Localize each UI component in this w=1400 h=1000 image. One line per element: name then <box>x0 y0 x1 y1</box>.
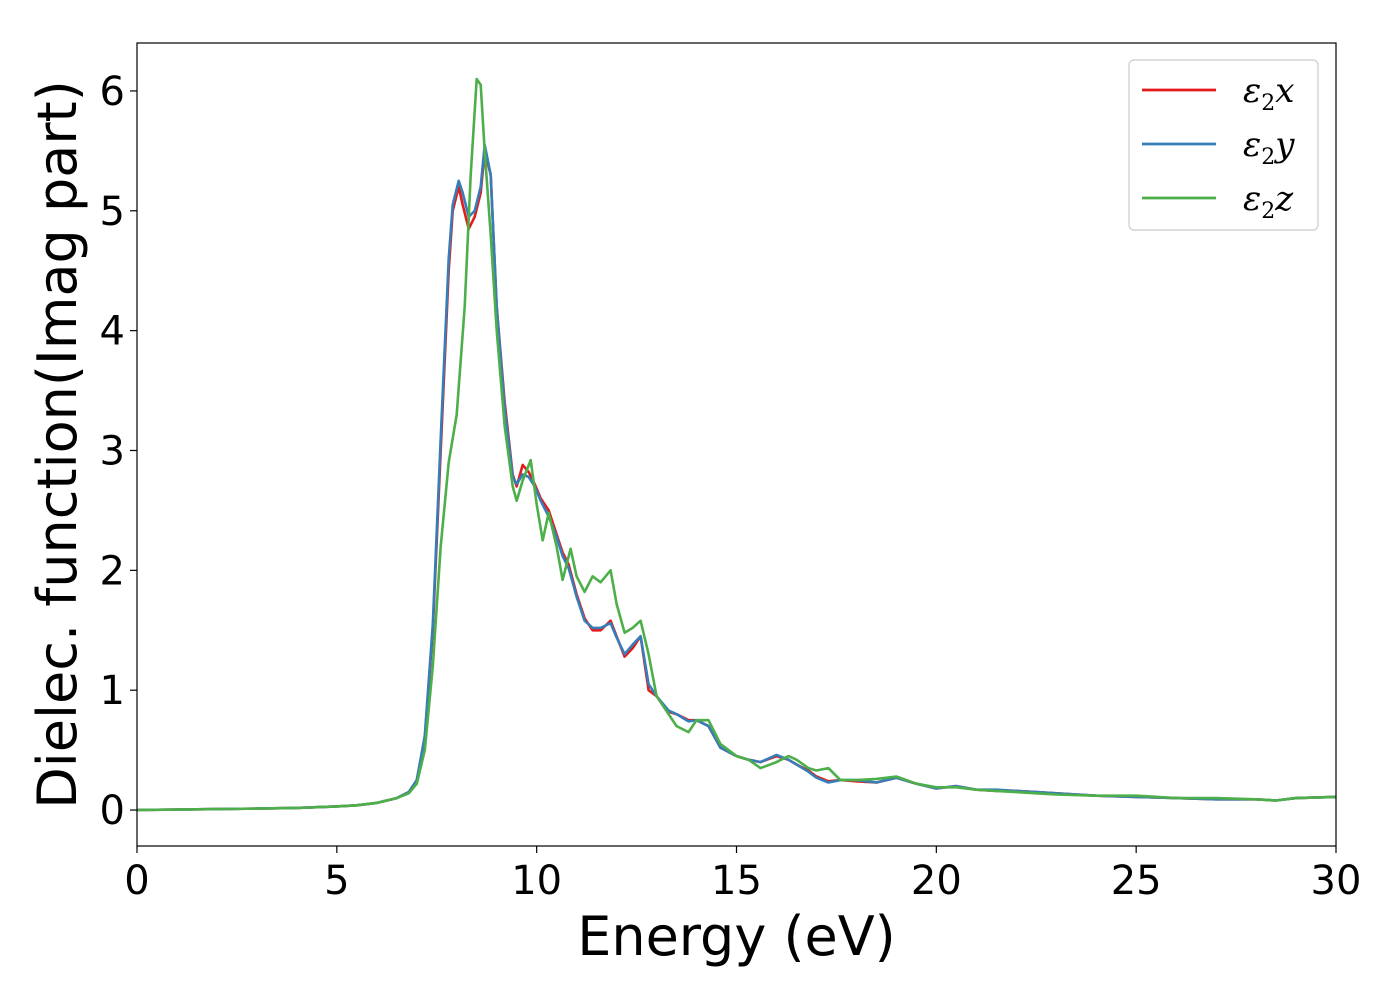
y-tick-label: 6 <box>100 69 125 115</box>
series-line-z <box>137 77 1336 812</box>
legend-label-z: ε2z <box>1243 179 1294 224</box>
y-tick-label: 2 <box>100 548 125 594</box>
x-tick-label: 5 <box>324 858 349 904</box>
x-tick-label: 15 <box>711 858 762 904</box>
legend-box <box>1128 59 1319 231</box>
x-axis-ticks: 0 5 10 15 20 25 30 <box>124 846 1361 904</box>
x-tick-label: 30 <box>1311 858 1362 904</box>
x-tick-label: 20 <box>911 858 962 904</box>
y-tick-label: 3 <box>100 428 125 474</box>
legend: ε2x ε2y ε2z <box>1128 59 1319 231</box>
y-tick-label: 5 <box>100 189 125 235</box>
x-axis-title: Energy (eV) <box>577 905 896 968</box>
series-layer <box>137 77 1336 812</box>
legend-label-y: ε2y <box>1243 125 1295 170</box>
y-axis-title: Dielec. function(Imag part) <box>26 80 89 809</box>
x-tick-label: 0 <box>124 858 149 904</box>
y-tick-label: 4 <box>100 309 125 355</box>
x-tick-label: 25 <box>1111 858 1162 904</box>
y-tick-label: 0 <box>100 788 125 834</box>
legend-label-x: ε2x <box>1243 71 1294 116</box>
y-tick-label: 1 <box>100 668 125 714</box>
x-tick-label: 10 <box>511 858 562 904</box>
y-axis-ticks: 0 1 2 3 4 5 6 <box>100 69 137 834</box>
